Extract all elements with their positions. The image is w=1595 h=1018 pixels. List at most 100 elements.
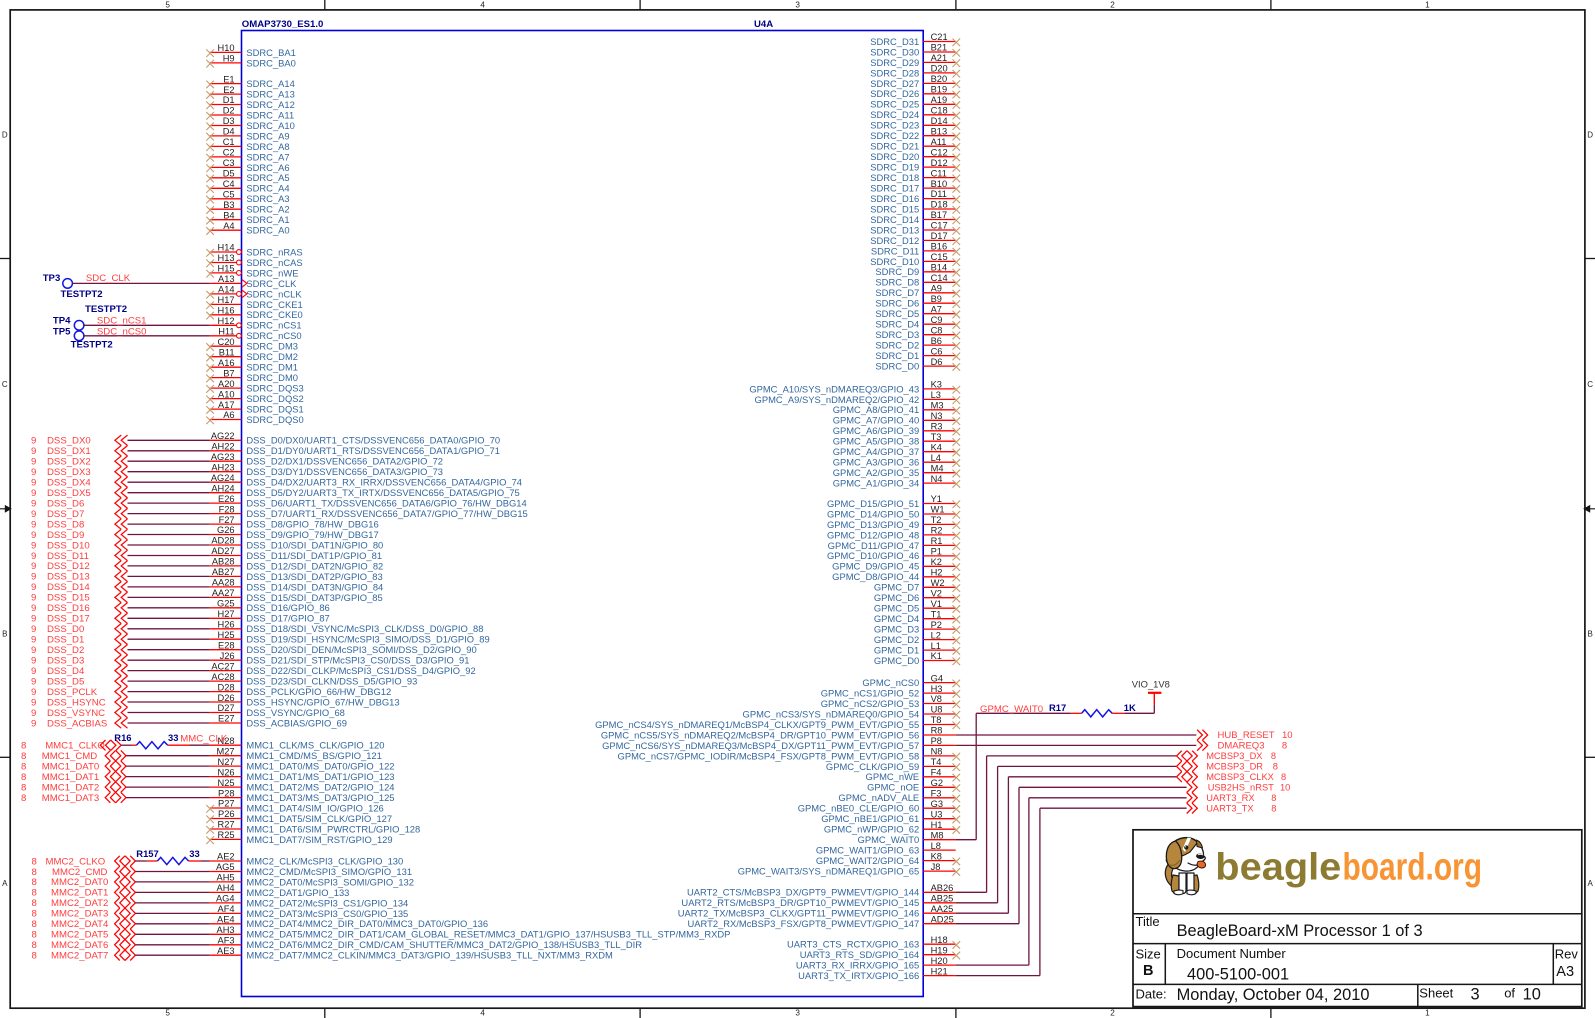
svg-text:H18: H18 (931, 935, 948, 945)
svg-text:D5: D5 (223, 169, 235, 179)
svg-text:DSS_ACBIAS/GPIO_69: DSS_ACBIAS/GPIO_69 (246, 717, 347, 728)
svg-text:DSS_D7/UART1_RX/DSSVENC656_DAT: DSS_D7/UART1_RX/DSSVENC656_DATA7/GPIO_77… (246, 508, 527, 519)
svg-text:D11: D11 (931, 189, 947, 199)
svg-text:MMC1_CLKO: MMC1_CLKO (45, 741, 105, 752)
svg-text:MMC1_DAT2: MMC1_DAT2 (42, 782, 99, 793)
svg-text:GPMC_nWP/GPIO_62: GPMC_nWP/GPIO_62 (824, 824, 919, 835)
svg-text:B9: B9 (931, 294, 942, 304)
svg-text:MMC2_DAT3: MMC2_DAT3 (51, 909, 108, 920)
svg-text:MMC2_DAT7: MMC2_DAT7 (51, 951, 108, 962)
svg-text:C14: C14 (931, 273, 948, 283)
svg-text:H10: H10 (218, 43, 235, 53)
svg-text:AB25: AB25 (931, 894, 954, 904)
svg-text:C18: C18 (931, 106, 948, 116)
svg-text:SDRC_A12: SDRC_A12 (246, 99, 294, 110)
svg-text:AE2: AE2 (217, 852, 235, 862)
svg-text:8: 8 (32, 867, 37, 878)
svg-text:SDRC_A2: SDRC_A2 (246, 204, 289, 215)
svg-text:AA27: AA27 (212, 588, 235, 598)
svg-text:M3: M3 (931, 401, 944, 411)
svg-text:H2: H2 (931, 568, 943, 578)
svg-text:V1: V1 (931, 599, 942, 609)
svg-text:TESTPT2: TESTPT2 (71, 340, 113, 351)
svg-text:D4: D4 (223, 127, 235, 137)
svg-text:SDRC_D19: SDRC_D19 (870, 162, 919, 173)
svg-text:SDRC_BA0: SDRC_BA0 (246, 57, 296, 68)
svg-text:AG22: AG22 (211, 431, 235, 441)
svg-text:8: 8 (21, 782, 26, 793)
svg-text:DSS_D5/DY2/UART3_TX_IRTX/DSSVE: DSS_D5/DY2/UART3_TX_IRTX/DSSVENC656_DATA… (246, 487, 519, 498)
svg-text:AG5: AG5 (216, 862, 235, 872)
svg-text:DSS_D0/DX0/UART1_CTS/DSSVENC65: DSS_D0/DX0/UART1_CTS/DSSVENC656_DATA0/GP… (246, 435, 500, 446)
svg-text:GPMC_nWE: GPMC_nWE (866, 771, 920, 782)
svg-text:MMC1_DAT4/SIM_IO/GPIO_126: MMC1_DAT4/SIM_IO/GPIO_126 (246, 802, 383, 813)
svg-text:F28: F28 (219, 504, 235, 514)
svg-text:DSS_D14/SDI_DAT3N/GPIO_84: DSS_D14/SDI_DAT3N/GPIO_84 (246, 581, 383, 592)
svg-text:DSS_D17: DSS_D17 (47, 614, 90, 625)
svg-text:AH3: AH3 (217, 925, 235, 935)
svg-text:SDRC_nCS0: SDRC_nCS0 (246, 330, 301, 341)
svg-text:R2: R2 (931, 526, 943, 536)
svg-text:H20: H20 (931, 956, 948, 966)
svg-text:3: 3 (795, 1009, 800, 1018)
svg-text:G4: G4 (931, 673, 943, 683)
svg-text:8: 8 (32, 919, 37, 930)
svg-text:D1: D1 (223, 95, 235, 105)
svg-text:GPMC_WAIT0: GPMC_WAIT0 (980, 704, 1043, 715)
svg-text:8: 8 (32, 951, 37, 962)
svg-text:K2: K2 (931, 557, 942, 567)
svg-text:K8: K8 (931, 851, 942, 861)
svg-text:C3: C3 (223, 158, 235, 168)
svg-text:D: D (2, 131, 8, 140)
svg-text:SDRC_D30: SDRC_D30 (870, 46, 919, 57)
svg-text:SDRC_A11: SDRC_A11 (246, 109, 294, 120)
svg-text:4: 4 (480, 1009, 485, 1018)
svg-text:M8: M8 (931, 830, 944, 840)
svg-text:DSS_D0: DSS_D0 (47, 624, 84, 635)
svg-text:4: 4 (480, 0, 485, 9)
svg-text:MMC1_DAT5/SIM_CLK/GPIO_127: MMC1_DAT5/SIM_CLK/GPIO_127 (246, 813, 392, 824)
svg-text:A9: A9 (931, 284, 942, 294)
svg-text:SDRC_DQS1: SDRC_DQS1 (246, 403, 303, 414)
svg-text:A11: A11 (931, 137, 947, 147)
svg-text:SDRC_A9: SDRC_A9 (246, 130, 289, 141)
svg-text:DSS_D22/SDI_CLKP/McSPI3_CS1/DS: DSS_D22/SDI_CLKP/McSPI3_CS1/DSS_D4/GPIO_… (246, 665, 475, 676)
svg-text:DSS_D23/SDI_CLKN/DSS_D5/GPIO_9: DSS_D23/SDI_CLKN/DSS_D5/GPIO_93 (246, 676, 417, 687)
svg-text:GPMC_D2: GPMC_D2 (874, 634, 919, 645)
svg-text:DSS_D6/UART1_TX/DSSVENC656_DAT: DSS_D6/UART1_TX/DSSVENC656_DATA6/GPIO_76… (246, 498, 526, 509)
svg-text:9: 9 (31, 624, 36, 635)
svg-text:MMC1_DAT7/SIM_RST/GPIO_129: MMC1_DAT7/SIM_RST/GPIO_129 (246, 834, 392, 845)
svg-text:9: 9 (31, 676, 36, 687)
svg-text:DSS_D1/DY0/UART1_RTS/DSSVENC65: DSS_D1/DY0/UART1_RTS/DSSVENC656_DATA1/GP… (246, 445, 500, 456)
svg-text:SDRC_nWE: SDRC_nWE (246, 267, 298, 278)
svg-text:N27: N27 (218, 757, 235, 767)
svg-text:AB28: AB28 (212, 557, 235, 567)
svg-text:G26: G26 (217, 525, 235, 535)
svg-text:C17: C17 (931, 221, 948, 231)
svg-text:Rev: Rev (1555, 946, 1579, 961)
svg-text:8: 8 (21, 761, 26, 772)
svg-text:G2: G2 (931, 778, 943, 788)
svg-text:P27: P27 (218, 799, 235, 809)
svg-text:SDRC_D11: SDRC_D11 (871, 245, 919, 256)
svg-text:L4: L4 (931, 453, 941, 463)
svg-text:SDRC_A8: SDRC_A8 (246, 141, 289, 152)
svg-text:10: 10 (1280, 783, 1290, 793)
svg-text:BeagleBoard-xM Processor 1 of: BeagleBoard-xM Processor 1 of 3 (1177, 922, 1423, 940)
svg-text:GPMC_A5/GPIO_38: GPMC_A5/GPIO_38 (833, 436, 920, 447)
svg-text:SDRC_D10: SDRC_D10 (870, 256, 919, 267)
svg-text:GPMC_A7/GPIO_40: GPMC_A7/GPIO_40 (833, 415, 920, 426)
svg-text:2: 2 (1110, 1009, 1115, 1018)
svg-text:G25: G25 (217, 599, 235, 609)
svg-text:DSS_D10: DSS_D10 (47, 540, 90, 551)
svg-text:DSS_D11: DSS_D11 (47, 551, 89, 562)
svg-text:GPMC_nCS2/GPIO_53: GPMC_nCS2/GPIO_53 (821, 698, 919, 709)
svg-text:DSS_VSYNC: DSS_VSYNC (47, 708, 105, 719)
svg-text:AG4: AG4 (216, 894, 235, 904)
svg-text:A10: A10 (218, 389, 235, 399)
svg-text:DSS_VSYNC/GPIO_68: DSS_VSYNC/GPIO_68 (246, 707, 344, 718)
svg-text:MMC2_DAT0/McSPI3_SOMI/GPIO_132: MMC2_DAT0/McSPI3_SOMI/GPIO_132 (246, 876, 414, 887)
svg-text:UART3_RX: UART3_RX (1206, 793, 1254, 803)
svg-text:R8: R8 (931, 726, 943, 736)
svg-text:SDRC_D15: SDRC_D15 (870, 203, 919, 214)
